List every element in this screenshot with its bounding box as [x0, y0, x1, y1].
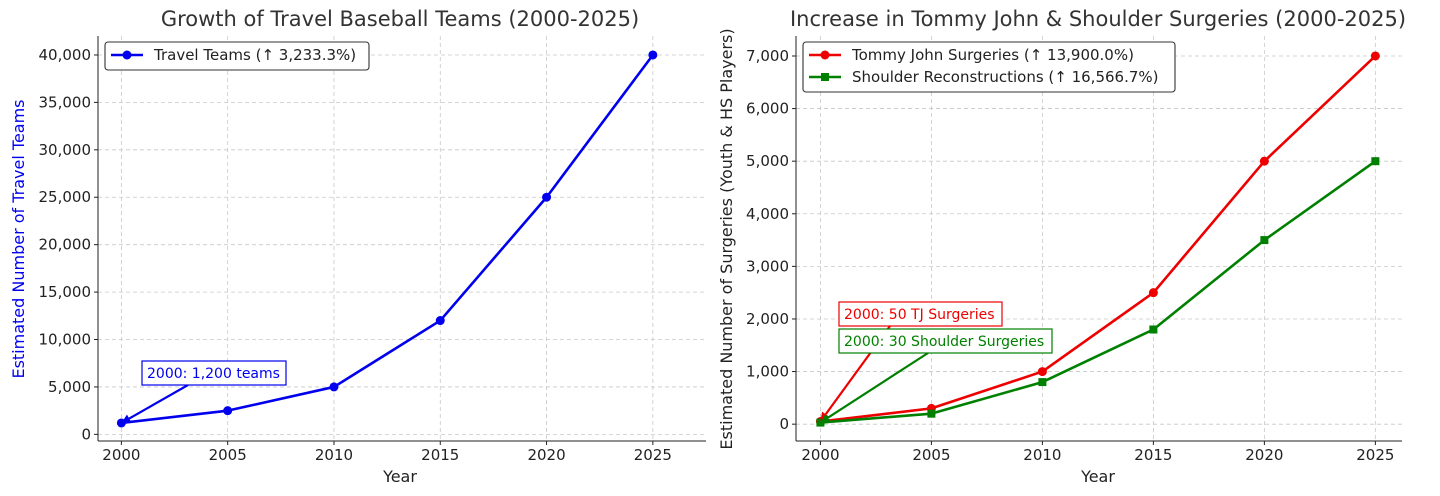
data-point	[1371, 157, 1380, 166]
x-tick-label: 2025	[634, 446, 672, 464]
y-tick-label: 2,000	[746, 310, 789, 328]
data-point	[1370, 51, 1380, 61]
x-tick-label: 2005	[912, 446, 950, 464]
y-tick-label: 10,000	[39, 331, 92, 349]
x-tick-label: 2000	[801, 446, 839, 464]
ticks: 0 1,000 2,000 3,000 4,000 5,000 6,000 7,000 2000…	[746, 47, 1394, 464]
x-tick-label: 2015	[1134, 446, 1172, 464]
x-tick-label: 2020	[1245, 446, 1283, 464]
plot-area	[815, 51, 1380, 427]
y-tick-label: 15,000	[39, 283, 92, 301]
y-tick-label: 7,000	[746, 47, 789, 65]
legend-label: Shoulder Reconstructions (↑ 16,566.7%)	[852, 68, 1159, 86]
data-point	[1148, 288, 1158, 298]
data-point	[223, 406, 233, 416]
legend-label: Travel Teams (↑ 3,233.3%)	[153, 46, 356, 64]
legend: Tommy John Surgeries (↑ 13,900.0%) Should…	[802, 41, 1176, 93]
y-tick-label: 20,000	[39, 236, 92, 254]
data-point	[542, 192, 552, 202]
legend-marker	[122, 50, 132, 60]
annotation-label: 2000: 50 TJ Surgeries	[844, 307, 995, 323]
x-tick-label: 2020	[527, 446, 565, 464]
y-tick-label: 0	[81, 425, 91, 443]
ticks: 0 5,000 10,000 15,000 20,000 25,000 30,000 35,0…	[39, 46, 672, 464]
data-point	[435, 316, 445, 326]
chart-title: Increase in Tommy John & Shoulder Surger…	[790, 7, 1406, 31]
x-axis-label: Year	[382, 467, 417, 486]
x-axis-label: Year	[1080, 467, 1115, 486]
annotation-label: 2000: 30 Shoulder Surgeries	[844, 334, 1044, 350]
series-line	[121, 54, 654, 425]
annotation-arrowhead	[820, 413, 831, 423]
axes	[97, 36, 706, 442]
travel-teams-chart: Growth of Travel Baseball Teams (2000-20…	[9, 7, 706, 486]
annotation-box	[141, 360, 287, 386]
x-tick-label: 2010	[1023, 446, 1061, 464]
y-tick-label: 5,000	[48, 378, 91, 396]
axes	[795, 36, 1402, 442]
series-line	[820, 160, 1377, 424]
annotation-label: 2000: 1,200 teams	[147, 366, 280, 382]
y-tick-label: 1,000	[746, 363, 789, 381]
data-point	[329, 382, 339, 392]
y-axis-label: Estimated Number of Surgeries (Youth & H…	[717, 28, 736, 449]
annotations: 2000: 1,200 teams	[121, 360, 287, 423]
y-tick-label: 25,000	[39, 188, 92, 206]
legend-label: Tommy John Surgeries (↑ 13,900.0%)	[851, 46, 1134, 64]
data-point	[1259, 156, 1269, 166]
legend-box	[802, 41, 1176, 93]
y-tick-label: 0	[779, 415, 789, 433]
y-tick-label: 30,000	[39, 141, 92, 159]
y-tick-label: 40,000	[39, 46, 92, 64]
annotations: 2000: 50 TJ Surgeries 2000: 30 Shoulder S…	[820, 301, 1053, 423]
surgeries-chart: Increase in Tommy John & Shoulder Surger…	[717, 7, 1406, 486]
data-point	[927, 409, 936, 418]
x-tick-label: 2010	[315, 446, 353, 464]
legend-box	[104, 41, 370, 71]
data-point	[1038, 378, 1047, 387]
legend: Travel Teams (↑ 3,233.3%)	[104, 41, 370, 71]
annotation-arrowhead	[121, 414, 132, 423]
annotation-arrow	[827, 352, 929, 419]
annotation-box	[838, 301, 1003, 327]
data-point	[1037, 367, 1047, 377]
legend-marker	[821, 73, 829, 81]
y-tick-label: 35,000	[39, 93, 92, 111]
data-point	[648, 50, 658, 60]
annotation-arrow	[128, 384, 189, 420]
data-point	[1149, 325, 1158, 334]
x-tick-label: 2000	[102, 446, 140, 464]
y-tick-label: 4,000	[746, 205, 789, 223]
x-tick-label: 2015	[421, 446, 459, 464]
series-line	[820, 55, 1377, 423]
x-tick-label: 2005	[209, 446, 247, 464]
y-tick-label: 3,000	[746, 257, 789, 275]
legend-marker	[820, 50, 830, 60]
annotation-box	[838, 328, 1053, 354]
x-tick-label: 2025	[1356, 446, 1394, 464]
y-tick-label: 5,000	[746, 152, 789, 170]
grid	[98, 36, 706, 441]
data-point	[1260, 236, 1269, 245]
chart-title: Growth of Travel Baseball Teams (2000-20…	[161, 7, 639, 31]
y-tick-label: 6,000	[746, 100, 789, 118]
y-axis-label: Estimated Number of Travel Teams	[9, 99, 28, 378]
